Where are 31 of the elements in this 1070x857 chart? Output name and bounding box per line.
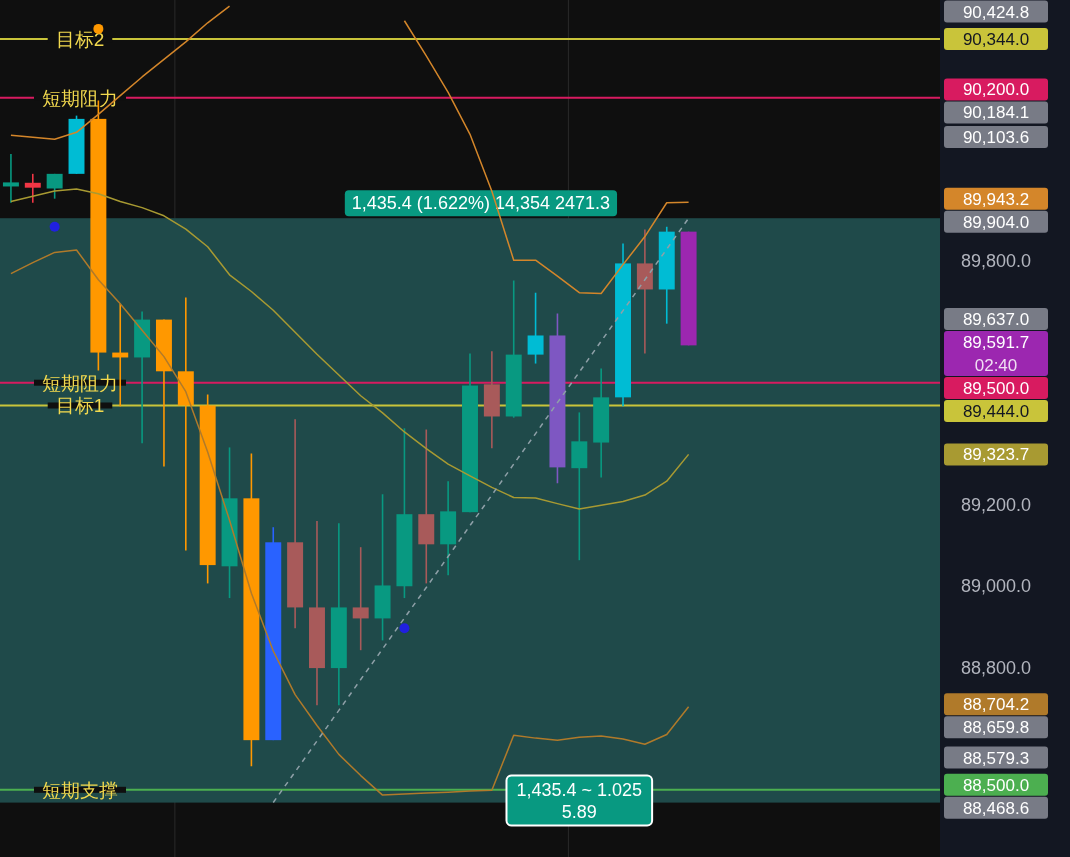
ref-line-label: 目标2 — [55, 29, 105, 51]
y-tick-label: 89,500.0 — [962, 379, 1030, 399]
y-tick-label: 89,591.7 — [962, 333, 1030, 353]
annotation: 1,435.4 ~ 1.025 — [516, 779, 643, 800]
annotation: 5.89 — [561, 801, 597, 822]
y-tick-label: 90,103.6 — [962, 127, 1030, 147]
ref-line-label: 目标1 — [55, 395, 105, 417]
y-tick-label: 88,659.8 — [962, 718, 1030, 738]
y-tick-label: 89,943.2 — [962, 189, 1030, 209]
ref-line-label: 短期阻力 — [42, 372, 118, 394]
y-tick-label: 88,704.2 — [962, 695, 1030, 715]
y-tick-label: 88,500.0 — [962, 775, 1030, 795]
y-tick-label: 90,424.8 — [962, 2, 1030, 22]
y-tick-label: 89,637.0 — [962, 310, 1030, 330]
y-tick-label: 89,800.0 — [960, 250, 1032, 271]
ref-line-label: 短期支撑 — [42, 779, 118, 801]
y-tick-label: 88,468.6 — [962, 798, 1030, 818]
y-tick-label: 90,200.0 — [962, 80, 1030, 100]
y-tick-label: 89,000.0 — [960, 576, 1032, 597]
y-tick-label: 90,184.1 — [962, 103, 1030, 123]
y-tick-label: 88,579.3 — [962, 748, 1030, 768]
annotation: 1,435.4 (1.622%) 14,354 2471.3 — [351, 193, 611, 214]
y-tick-label: 90,344.0 — [962, 30, 1030, 50]
y-tick-label: 88,800.0 — [960, 657, 1032, 678]
y-tick-label: 89,323.7 — [962, 445, 1030, 465]
measure-note: 1,435.4 ~ 1.025 5.89 — [505, 774, 654, 827]
ref-line-label: 短期阻力 — [42, 87, 118, 109]
y-tick-label: 89,444.0 — [962, 402, 1030, 422]
y-tick-label: 89,200.0 — [960, 494, 1032, 515]
measure-label: 1,435.4 (1.622%) 14,354 2471.3 — [344, 190, 618, 217]
y-tick-label: 89,904.0 — [962, 212, 1030, 232]
